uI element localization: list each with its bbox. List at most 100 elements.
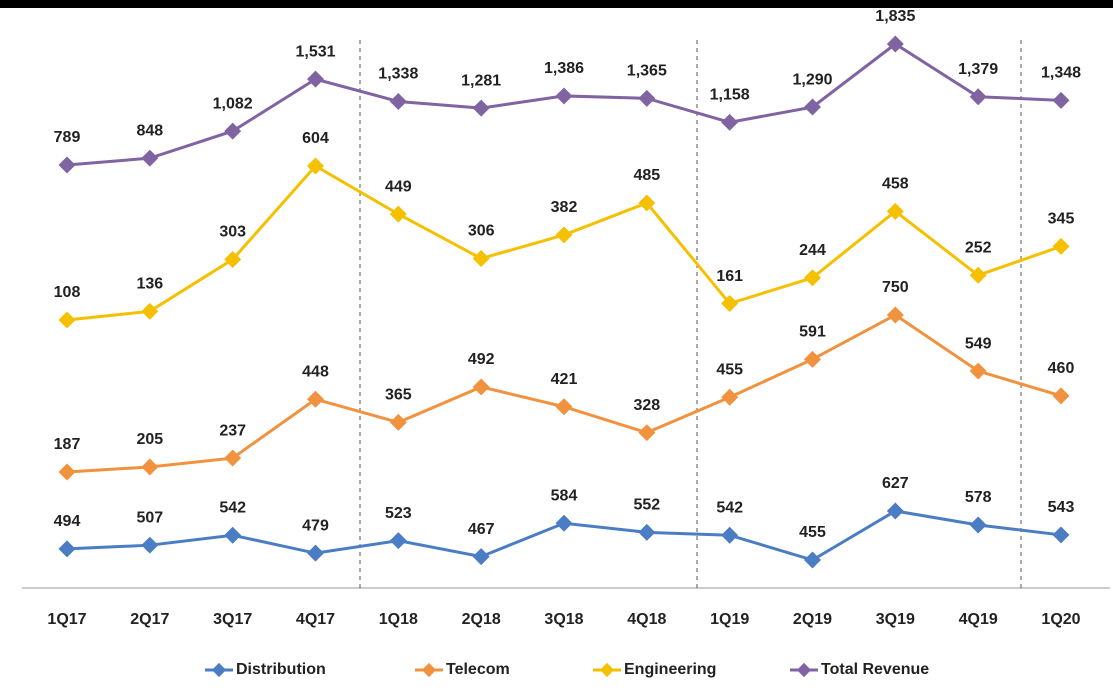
legend-marker [796, 662, 812, 678]
data-label: 365 [385, 387, 412, 404]
data-label: 1,386 [544, 60, 584, 77]
point-marker [141, 458, 159, 476]
data-label: 1,082 [213, 95, 253, 112]
point-marker [721, 295, 739, 313]
point-marker [555, 514, 573, 532]
point-marker [389, 93, 407, 110]
data-label: 543 [1048, 499, 1075, 516]
data-label: 467 [468, 521, 495, 538]
point-marker [638, 89, 656, 107]
point-marker [804, 269, 821, 287]
x-tick-label: 4Q18 [627, 611, 666, 628]
point-marker [1052, 237, 1070, 255]
data-label: 578 [965, 489, 992, 506]
data-label: 382 [551, 199, 578, 216]
data-label: 627 [882, 475, 909, 492]
data-label: 448 [302, 363, 329, 380]
data-label: 1,835 [875, 8, 915, 25]
point-marker [224, 250, 242, 268]
point-marker [472, 378, 490, 396]
point-marker [58, 463, 76, 481]
point-marker [224, 449, 242, 467]
point-marker [224, 526, 242, 544]
point-marker [141, 536, 159, 554]
point-marker [886, 35, 904, 53]
legend-label: Telecom [446, 661, 510, 678]
data-label: 750 [882, 279, 909, 296]
data-label: 523 [385, 505, 412, 522]
data-label: 549 [965, 335, 992, 352]
data-label: 460 [1048, 360, 1075, 377]
top-bar [0, 0, 1113, 8]
point-marker [58, 311, 76, 329]
x-tick-label: 3Q19 [876, 611, 915, 628]
point-marker [307, 544, 324, 562]
data-label: 542 [219, 499, 246, 516]
point-marker [804, 350, 821, 368]
point-marker [969, 266, 987, 284]
x-tick-label: 2Q19 [793, 611, 832, 628]
data-label: 479 [302, 517, 329, 534]
point-marker [472, 99, 490, 117]
data-label: 507 [136, 509, 163, 526]
data-label: 421 [551, 371, 578, 388]
legend-marker [421, 662, 437, 678]
legend-label: Engineering [624, 661, 716, 678]
point-marker [886, 306, 904, 324]
x-tick-label: 4Q19 [959, 611, 998, 628]
data-label: 789 [54, 129, 81, 146]
x-tick-label: 2Q17 [130, 611, 169, 628]
data-label: 161 [716, 268, 743, 285]
data-label: 252 [965, 240, 992, 257]
point-marker [307, 157, 324, 175]
x-tick-label: 1Q19 [710, 611, 749, 628]
data-label: 244 [799, 242, 826, 259]
data-label: 1,338 [378, 66, 418, 83]
data-label: 306 [468, 223, 495, 240]
point-marker [307, 70, 324, 88]
data-label: 345 [1048, 211, 1075, 228]
point-marker [141, 302, 159, 320]
point-marker [224, 122, 242, 140]
point-marker [969, 88, 987, 106]
x-tick-label: 4Q17 [296, 611, 335, 628]
point-marker [886, 502, 904, 520]
point-marker [804, 551, 821, 569]
x-tick-label: 1Q17 [47, 611, 86, 628]
data-label: 455 [716, 361, 743, 378]
point-marker [555, 226, 573, 244]
data-label: 492 [468, 351, 495, 368]
point-marker [1052, 526, 1070, 544]
data-label: 604 [302, 130, 329, 147]
legend-marker [599, 662, 615, 678]
legend-label: Distribution [236, 661, 326, 678]
point-marker [1052, 91, 1070, 109]
point-marker [389, 205, 407, 223]
point-marker [307, 390, 324, 408]
point-marker [58, 156, 76, 174]
data-label: 205 [136, 431, 163, 448]
point-marker [969, 516, 987, 534]
x-tick-label: 1Q18 [379, 611, 418, 628]
data-label: 494 [54, 513, 81, 530]
data-label: 848 [136, 122, 163, 139]
point-marker [389, 413, 407, 431]
data-label: 328 [633, 397, 660, 414]
data-label: 1,365 [627, 63, 667, 80]
data-label: 136 [136, 276, 163, 293]
point-marker [472, 250, 490, 268]
data-label: 458 [882, 176, 909, 193]
data-label: 237 [219, 422, 246, 439]
legend-marker [211, 662, 227, 678]
point-marker [555, 87, 573, 105]
point-marker [638, 194, 656, 212]
point-marker [555, 398, 573, 416]
point-marker [969, 362, 987, 380]
point-marker [886, 202, 904, 220]
point-marker [721, 526, 739, 544]
point-marker [721, 388, 739, 406]
point-marker [804, 98, 821, 116]
data-label: 1,281 [461, 72, 501, 89]
x-tick-label: 3Q17 [213, 611, 252, 628]
